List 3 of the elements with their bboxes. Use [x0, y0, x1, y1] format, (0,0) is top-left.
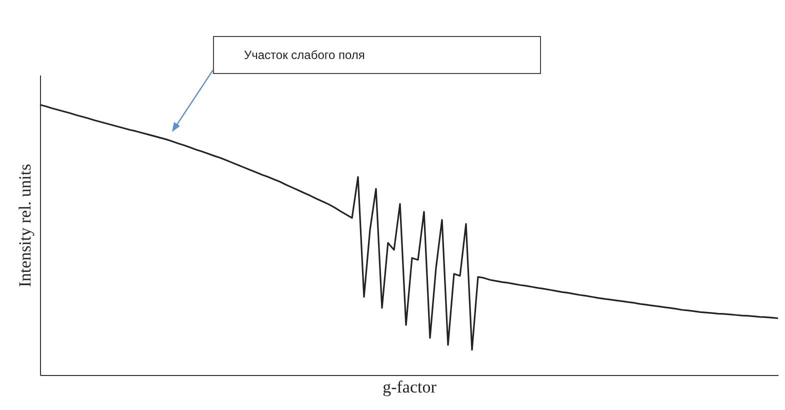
text: Участок слабого поля: [213, 36, 541, 74]
x-axis-title: g-factor: [382, 378, 437, 396]
y-axis-title: Intensity rel. units: [16, 164, 34, 288]
